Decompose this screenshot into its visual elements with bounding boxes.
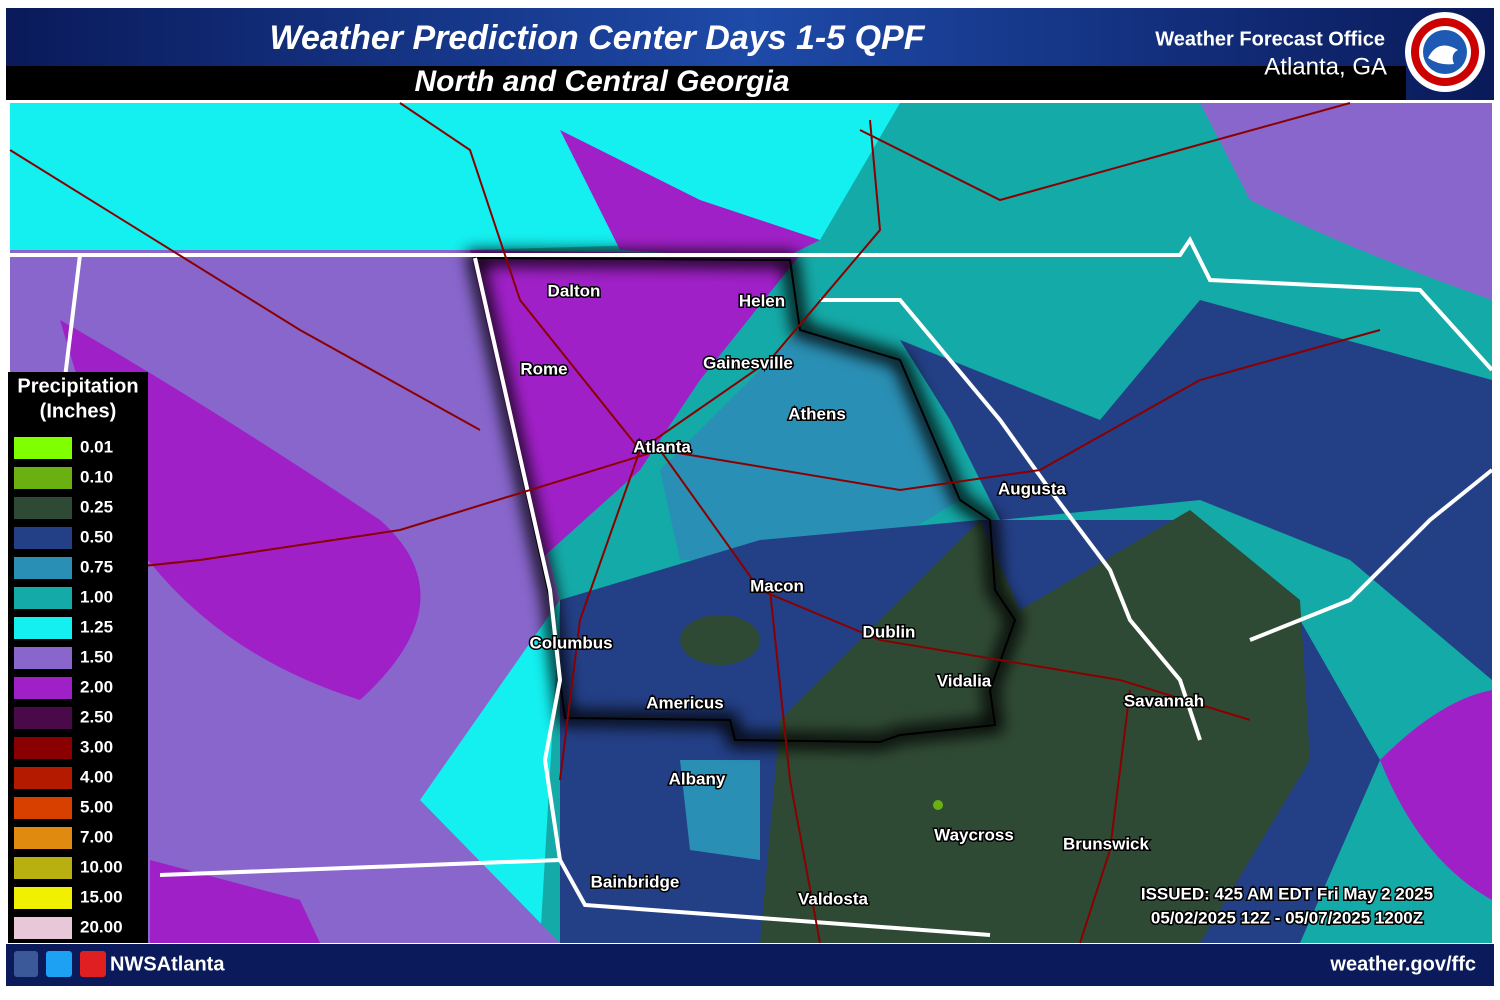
city-label: Savannah [1124,691,1204,710]
city-label: Rome [520,359,567,378]
subtitle-bar [6,66,1406,100]
legend-swatch [14,917,72,939]
legend-swatch [14,437,72,459]
footer-bar [6,944,1494,986]
social-handle[interactable]: NWSAtlanta [110,953,225,975]
facebook-icon[interactable] [14,951,38,977]
nws-logo [1405,12,1485,92]
legend-label: 7.00 [80,827,113,846]
legend-swatch [14,737,72,759]
legend-label: 3.00 [80,737,113,756]
legend-swatch [14,707,72,729]
city-label: Atlanta [633,437,691,456]
city-label: Augusta [998,479,1067,498]
legend-swatch [14,497,72,519]
city-label: Bainbridge [591,872,680,891]
website-link[interactable]: weather.gov/ffc [1329,953,1476,975]
legend-label: 1.00 [80,587,113,606]
legend-label: 0.75 [80,557,113,576]
city-label: Americus [646,693,723,712]
legend-swatch [14,587,72,609]
city-label: Macon [750,576,804,595]
legend-title: Precipitation [17,375,138,397]
city-label: Brunswick [1063,834,1150,853]
city-label: Dublin [863,622,916,641]
legend-label: 2.50 [80,707,113,726]
legend-swatch [14,467,72,489]
office: Weather Forecast Office [1155,28,1385,50]
legend-label: 15.00 [80,887,123,906]
city-label: Vidalia [937,671,992,690]
map [9,102,1494,944]
city-label: Waycross [934,825,1014,844]
legend-label: 10.00 [80,857,123,876]
city-label: Albany [669,769,726,788]
subtitle: North and Central Georgia [414,65,789,98]
youtube-icon[interactable] [80,951,106,977]
legend-label: 4.00 [80,767,113,786]
legend-label: 0.50 [80,527,113,546]
city-label: Gainesville [703,353,793,372]
legend-swatch [14,797,72,819]
legend-swatch [14,887,72,909]
legend-label: 0.25 [80,497,113,516]
legend-title: (Inches) [40,400,117,422]
legend-label: 0.01 [80,437,113,456]
legend-label: 2.00 [80,677,113,696]
legend-label: 1.25 [80,617,113,636]
legend-swatch [14,677,72,699]
legend-swatch [14,827,72,849]
city-label: Helen [739,291,785,310]
city-label: Columbus [529,633,612,652]
legend-swatch [14,527,72,549]
legend-label: 5.00 [80,797,113,816]
legend-swatch [14,857,72,879]
legend: Precipitation (Inches) 0.01 0.10 0.25 0.50 0… [8,372,148,943]
city-label: Valdosta [798,889,868,908]
city-label: Dalton [548,281,601,300]
legend-swatch [14,647,72,669]
legend-label: 0.10 [80,467,113,486]
legend-label: 1.50 [80,647,113,666]
office-location: Atlanta, GA [1264,53,1387,80]
legend-swatch [14,767,72,789]
issued-time: ISSUED: 425 AM EDT Fri May 2 2025 [1141,884,1433,903]
title: Weather Prediction Center Days 1-5 QPF [269,19,925,57]
legend-swatch [14,557,72,579]
twitter-icon[interactable] [46,951,72,977]
legend-label: 20.00 [80,917,123,936]
legend-swatch [14,617,72,639]
valid-period: 05/02/2025 12Z - 05/07/2025 1200Z [1151,908,1423,927]
city-label: Athens [788,404,846,423]
